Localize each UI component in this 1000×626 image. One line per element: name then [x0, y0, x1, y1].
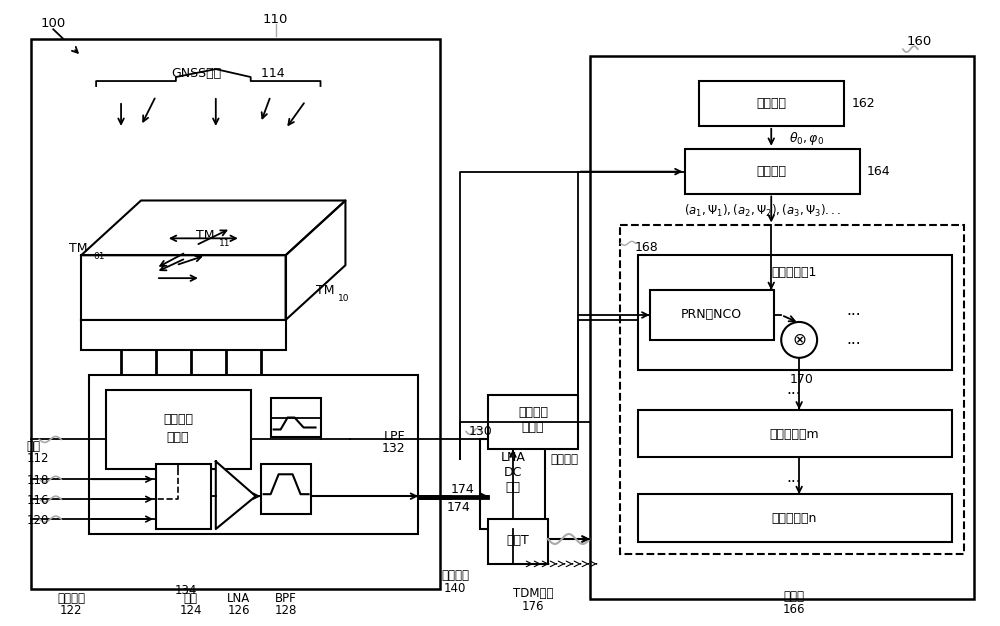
Text: 切换电路: 切换电路	[57, 592, 85, 605]
Bar	[590, 56, 974, 598]
Text: TM: TM	[69, 242, 88, 255]
Text: 170: 170	[789, 373, 813, 386]
Text: 130: 130	[468, 425, 492, 438]
Bar	[650, 290, 774, 340]
Bar	[106, 389, 251, 470]
Text: 转向引擎: 转向引擎	[756, 165, 786, 178]
Text: 114: 114	[257, 66, 284, 80]
Text: 164: 164	[867, 165, 891, 178]
Text: 控制引擎: 控制引擎	[756, 98, 786, 110]
Text: 相关器通道1: 相关器通道1	[771, 265, 817, 279]
Text: 128: 128	[274, 604, 297, 617]
Text: 126: 126	[227, 604, 250, 617]
Text: 110: 110	[263, 13, 288, 26]
Text: 132: 132	[382, 442, 405, 455]
Text: TDM信号: TDM信号	[513, 587, 553, 600]
Text: BPF: BPF	[275, 592, 296, 605]
Text: 134: 134	[175, 584, 197, 597]
Text: 电源: 电源	[505, 481, 520, 494]
Text: 偏置T: 偏置T	[507, 535, 529, 548]
Text: ...: ...	[847, 332, 861, 347]
Text: LNA: LNA	[227, 592, 250, 605]
Bar	[699, 81, 844, 126]
Text: 11: 11	[219, 239, 230, 248]
Text: 切换信号: 切换信号	[163, 413, 193, 426]
Text: 相关器通道m: 相关器通道m	[769, 428, 819, 441]
Text: 天线: 天线	[26, 440, 40, 453]
Text: 140: 140	[444, 582, 466, 595]
Polygon shape	[286, 200, 345, 320]
Text: 176: 176	[522, 600, 544, 613]
Polygon shape	[81, 255, 286, 320]
Text: 118: 118	[26, 474, 49, 487]
Bar	[685, 149, 860, 193]
Bar	[638, 409, 952, 458]
Polygon shape	[216, 461, 256, 529]
Text: 174: 174	[446, 501, 470, 514]
Text: 相关器通道n: 相关器通道n	[771, 511, 817, 525]
Circle shape	[781, 322, 817, 358]
Bar	[81, 320, 286, 350]
Text: DC: DC	[504, 466, 522, 479]
Text: 切换控制: 切换控制	[551, 453, 579, 466]
Text: 切换信号: 切换信号	[518, 406, 548, 419]
Text: GNSS信号: GNSS信号	[171, 66, 221, 80]
Text: 166: 166	[783, 603, 805, 616]
Bar	[261, 464, 311, 514]
Text: TM: TM	[196, 229, 214, 242]
Text: 天线线缆: 天线线缆	[441, 569, 469, 582]
Text: 112: 112	[26, 452, 49, 465]
Text: 01: 01	[93, 252, 105, 261]
Bar	[620, 225, 964, 554]
Text: TM: TM	[316, 284, 334, 297]
Text: 100: 100	[41, 17, 66, 30]
Text: 168: 168	[635, 241, 658, 254]
Text: 124: 124	[180, 604, 202, 617]
Text: 10: 10	[338, 294, 350, 302]
Text: ...: ...	[787, 470, 801, 485]
Text: 相关器: 相关器	[784, 590, 805, 603]
Bar	[488, 394, 578, 449]
Bar	[31, 39, 440, 589]
Bar	[638, 494, 952, 542]
Text: LNA: LNA	[501, 451, 525, 464]
Text: LPF: LPF	[384, 430, 405, 443]
Text: 120: 120	[26, 513, 49, 526]
Bar	[271, 398, 320, 438]
Text: $\theta_0,\varphi_0$: $\theta_0,\varphi_0$	[789, 130, 824, 147]
Bar	[89, 375, 418, 534]
Text: 检测器: 检测器	[167, 431, 189, 444]
Text: 开关: 开关	[184, 592, 198, 605]
Text: 生成器: 生成器	[522, 421, 544, 434]
Text: $(a_1,\Psi_1),(a_2,\Psi_2),(a_3,\Psi_3)...$: $(a_1,\Psi_1),(a_2,\Psi_2),(a_3,\Psi_3).…	[684, 202, 842, 218]
Text: 174: 174	[450, 483, 474, 496]
Bar	[638, 255, 952, 370]
Bar	[480, 439, 545, 529]
Bar	[488, 519, 548, 564]
Text: 162: 162	[852, 98, 876, 110]
Text: 116: 116	[26, 494, 49, 506]
Bar	[156, 464, 211, 529]
Text: ...: ...	[847, 302, 861, 317]
Text: 122: 122	[60, 604, 82, 617]
Polygon shape	[81, 200, 345, 255]
Text: 160: 160	[906, 34, 931, 48]
Text: ⊗: ⊗	[792, 331, 806, 349]
Text: ...: ...	[787, 382, 801, 397]
Text: PRN码NCO: PRN码NCO	[681, 309, 742, 322]
